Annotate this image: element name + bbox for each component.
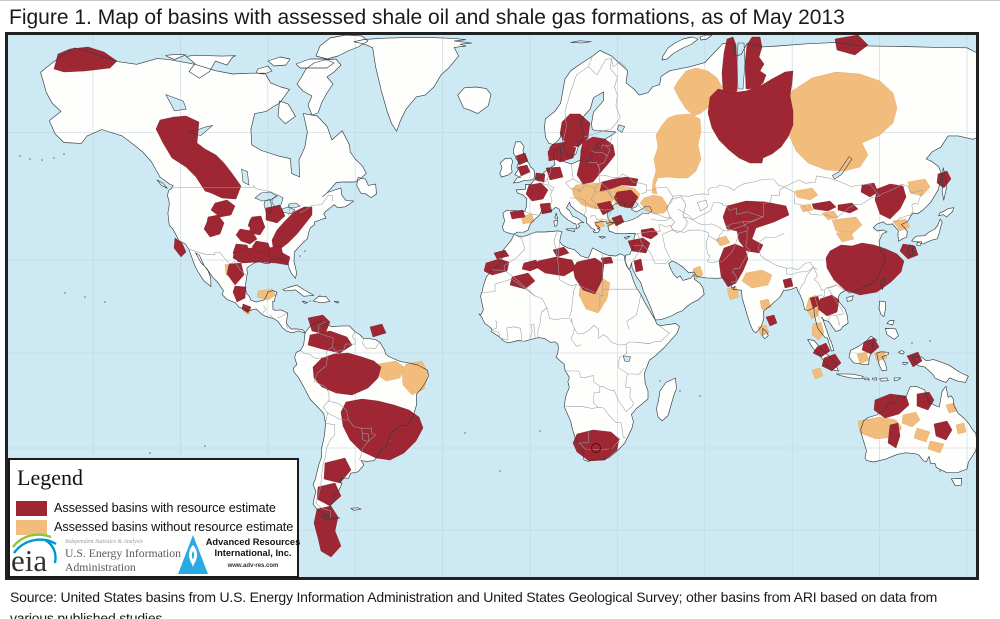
svg-text:U.S. Energy Information: U.S. Energy Information (65, 547, 181, 560)
svg-text:Independent Statistics & Analy: Independent Statistics & Analysis (64, 539, 144, 545)
svg-text:Advanced Resources: Advanced Resources (206, 537, 301, 547)
svg-text:International, Inc.: International, Inc. (215, 548, 292, 558)
svg-text:www.adv-res.com: www.adv-res.com (227, 563, 279, 569)
svg-text:Administration: Administration (65, 561, 136, 574)
svg-text:eia: eia (11, 543, 47, 578)
